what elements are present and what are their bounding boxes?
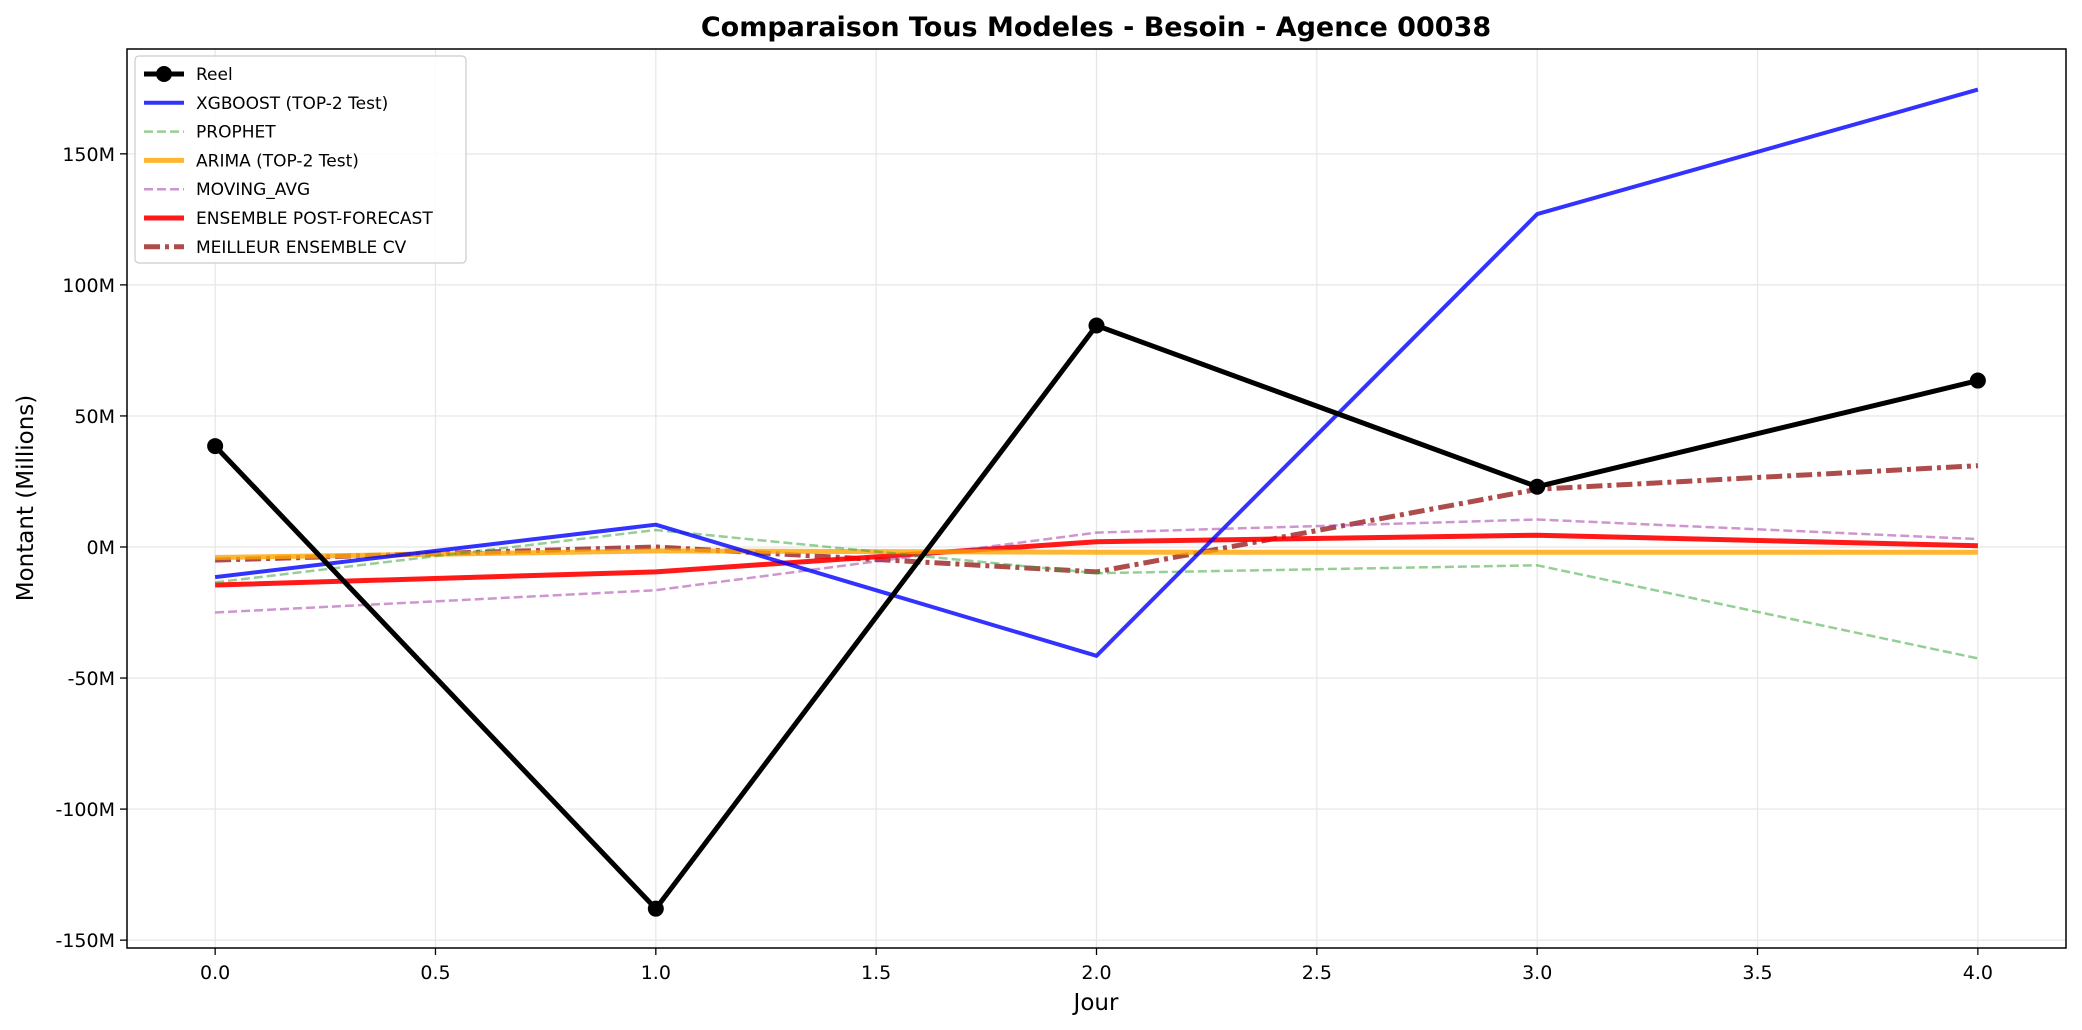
series-line <box>215 518 1978 614</box>
legend-item: MEILLEUR ENSEMBLE CV <box>144 238 407 258</box>
data-point <box>1088 317 1105 334</box>
legend-item: Reel <box>144 65 233 85</box>
y-tick-label: -150M <box>55 930 115 952</box>
data-point <box>207 438 224 455</box>
x-tick-label: 3.0 <box>1522 962 1552 984</box>
data-point <box>647 900 664 917</box>
y-tick-label: -100M <box>55 799 115 821</box>
y-tick-label: 0M <box>87 537 115 559</box>
legend-item: ENSEMBLE POST-FORECAST <box>144 209 433 229</box>
x-tick-label: 4.0 <box>1963 962 1993 984</box>
legend-item: XGBOOST (TOP-2 Test) <box>144 94 388 114</box>
legend-label: PROPHET <box>196 123 276 143</box>
series-arima-top-2-test <box>215 548 1978 560</box>
legend-item: MOVING_AVG <box>144 180 310 200</box>
legend-label: MEILLEUR ENSEMBLE CV <box>196 238 407 258</box>
legend: Reel XGBOOST (TOP-2 Test) PROPHET ARIMA (TO… <box>134 55 467 264</box>
series-moving-avg <box>215 518 1978 614</box>
legend-label: ARIMA (TOP-2 Test) <box>196 151 359 171</box>
x-tick-label: 2.0 <box>1081 962 1111 984</box>
data-point <box>1969 372 1986 389</box>
legend-label: Reel <box>196 65 233 85</box>
data-point <box>1529 478 1546 495</box>
y-tick-label: 50M <box>74 406 115 428</box>
legend-item: ARIMA (TOP-2 Test) <box>144 151 359 171</box>
x-tick-label: 2.5 <box>1302 962 1332 984</box>
y-tick-label: 150M <box>62 144 115 166</box>
y-axis-label: Montant (Millions) <box>13 395 39 602</box>
series-line <box>215 532 1978 588</box>
legend-box <box>134 55 467 264</box>
series-line <box>214 87 1979 658</box>
legend-item: PROPHET <box>144 123 276 143</box>
x-tick-label: 1.0 <box>641 962 671 984</box>
chart-title: Comparaison Tous Modeles - Besoin - Agen… <box>701 12 1491 43</box>
y-tick-label: -50M <box>68 668 115 690</box>
x-tick-label: 0.0 <box>200 962 230 984</box>
grid <box>127 49 2066 948</box>
y-axis-ticks: -150M -100M -50M 0M 50M 100M 150M <box>55 144 127 952</box>
legend-label: MOVING_AVG <box>196 180 310 200</box>
x-tick-label: 0.5 <box>420 962 450 984</box>
x-axis-ticks: 0.0 0.5 1.0 1.5 2.0 2.5 3.0 3.5 4.0 <box>200 948 1993 984</box>
series-prophet <box>214 528 1979 660</box>
series-xgboost-top-2-test <box>214 87 1979 658</box>
legend-label: ENSEMBLE POST-FORECAST <box>196 209 433 229</box>
series-reel <box>207 317 1986 917</box>
series-layer <box>207 87 1986 917</box>
series-ensemble-post-forecast <box>215 532 1978 588</box>
series-line <box>215 548 1978 560</box>
series-line <box>214 528 1979 660</box>
y-tick-label: 100M <box>62 275 115 297</box>
legend-label: XGBOOST (TOP-2 Test) <box>196 94 388 114</box>
x-axis-label: Jour <box>1072 990 1119 1016</box>
x-tick-label: 1.5 <box>861 962 891 984</box>
legend-marker <box>156 66 172 82</box>
x-tick-label: 3.5 <box>1742 962 1772 984</box>
